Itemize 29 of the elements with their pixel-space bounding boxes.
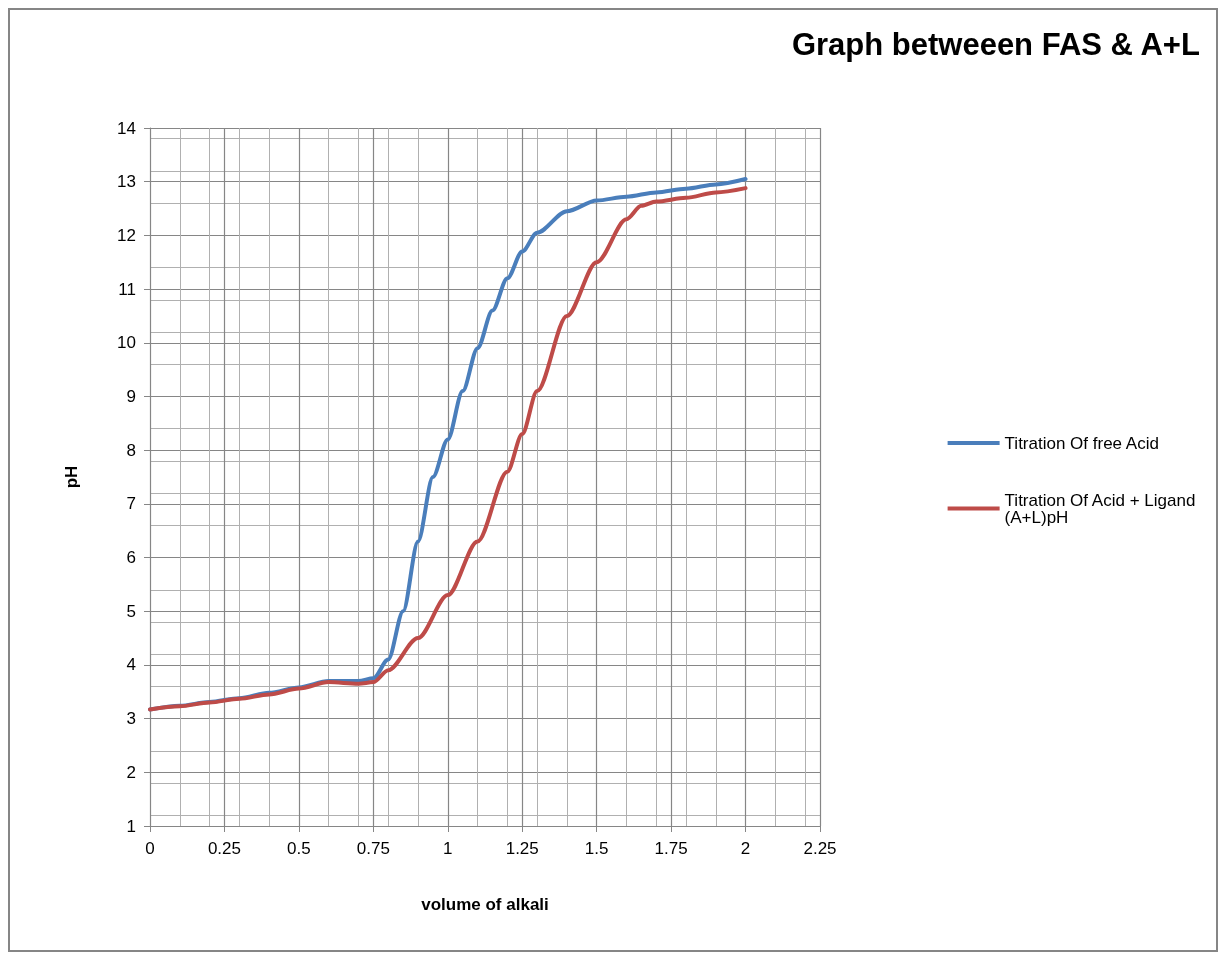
x-tick-label: 1.25 <box>505 839 539 858</box>
x-tick-label: 2 <box>740 839 751 858</box>
y-tick-label: 13 <box>117 172 136 192</box>
x-tick-label: 1.75 <box>654 839 688 858</box>
y-tick-label: 7 <box>126 494 136 514</box>
y-tick-label: 2 <box>126 762 136 782</box>
y-axis-title: pH <box>62 465 81 489</box>
y-tick-label: 10 <box>117 333 136 353</box>
text: Graph betweeen FAS & A+L <box>791 27 1200 62</box>
y-tick-label: 8 <box>126 440 136 460</box>
x-tick-label: 0 <box>145 839 155 858</box>
y-tick-label: 9 <box>126 386 136 406</box>
x-tick-label: 1.5 <box>584 839 609 858</box>
y-tick-label: 4 <box>126 655 136 675</box>
y-tick-label: 12 <box>117 225 136 245</box>
legend-label: Titration Of free Acid <box>1004 433 1159 453</box>
x-tick-label: 0.5 <box>287 839 311 858</box>
y-tick-label: 14 <box>117 118 136 138</box>
y-tick-label: 6 <box>126 548 136 568</box>
x-axis-title: volume of alkali <box>421 895 549 914</box>
y-tick-label: 5 <box>126 601 136 621</box>
x-tick-label: 2.25 <box>803 839 837 858</box>
x-tick-label: 0.75 <box>356 839 390 858</box>
legend-label: Titration Of Acid + Ligand (A+L)pH <box>1004 490 1201 527</box>
y-tick-label: 1 <box>126 816 136 836</box>
x-tick-label: 1 <box>443 839 453 858</box>
x-tick-label: 0.25 <box>207 839 241 858</box>
y-tick-label: 3 <box>126 709 136 729</box>
y-tick-label: 11 <box>118 279 136 299</box>
